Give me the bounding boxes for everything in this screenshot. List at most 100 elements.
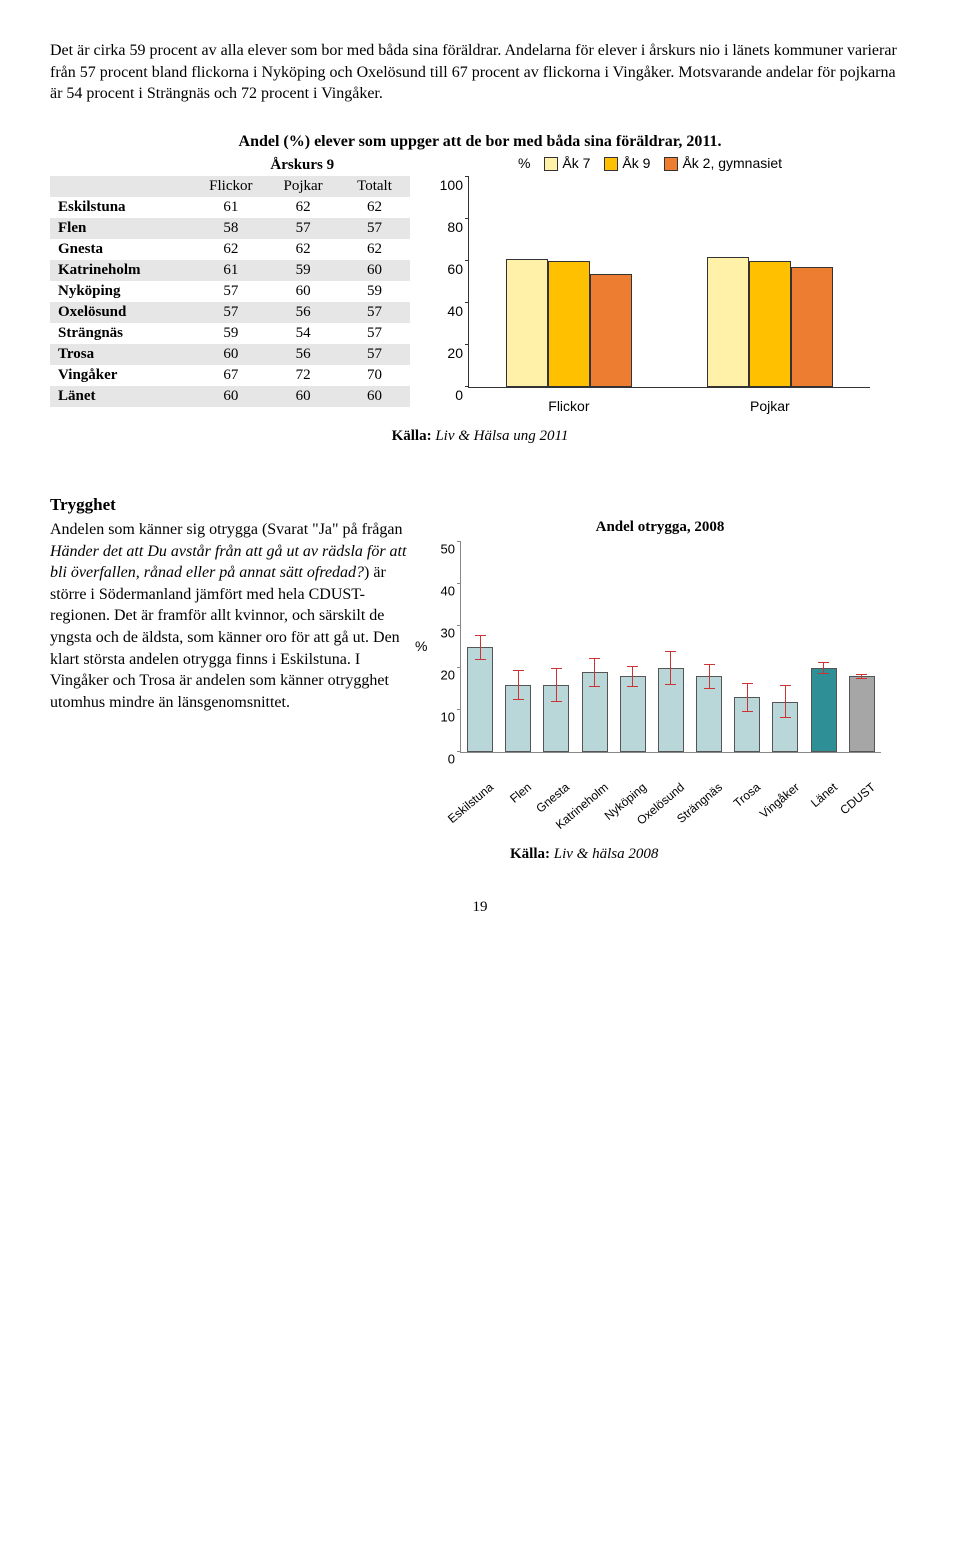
chart1-xlabels: Flickor Pojkar — [468, 398, 870, 414]
table-row: Gnesta626262 — [50, 239, 410, 260]
chart1-legend: % Åk 7 Åk 9 Åk 2, gymnasiet — [430, 155, 870, 171]
source2: Källa: Liv & hälsa 2008 — [510, 846, 890, 863]
row-label: Vingåker — [50, 365, 195, 386]
col-header: Flickor — [195, 176, 268, 197]
row-label: Strängnäs — [50, 323, 195, 344]
page-number: 19 — [50, 899, 910, 916]
ytick-label: 40 — [431, 303, 463, 319]
cell: 60 — [267, 281, 339, 302]
legend-item: Åk 9 — [604, 155, 650, 171]
y-unit-label: % — [415, 638, 427, 654]
bar — [849, 676, 875, 752]
row-label: Gnesta — [50, 239, 195, 260]
cell: 61 — [195, 197, 268, 218]
chart1-plot: 020406080100 — [468, 177, 870, 388]
bar-column — [730, 697, 764, 752]
table-row: Länet606060 — [50, 386, 410, 407]
bar-column — [768, 702, 802, 752]
xlabel: Pojkar — [750, 398, 790, 414]
bar-column — [539, 685, 573, 752]
ytick-label: 40 — [431, 584, 455, 599]
col-header: Totalt — [339, 176, 410, 197]
xlabel: Flickor — [548, 398, 589, 414]
bar-group — [506, 259, 632, 387]
bar-column — [654, 668, 688, 752]
bar — [506, 259, 548, 387]
cell: 62 — [267, 197, 339, 218]
error-bar — [632, 666, 633, 687]
table-row: Trosa605657 — [50, 344, 410, 365]
cell: 60 — [267, 386, 339, 407]
bar-column — [616, 676, 650, 752]
cell: 59 — [195, 323, 268, 344]
row-label: Flen — [50, 218, 195, 239]
table-row: Nyköping576059 — [50, 281, 410, 302]
cell: 70 — [339, 365, 410, 386]
group-header-cell: Årskurs 9 — [195, 155, 410, 176]
cell: 57 — [339, 344, 410, 365]
legend-swatch — [604, 157, 618, 171]
error-bar — [785, 685, 786, 719]
error-bar — [518, 670, 519, 699]
table-row: Strängnäs595457 — [50, 323, 410, 344]
ytick-label: 20 — [431, 668, 455, 683]
chart2: Andel otrygga, 2008 01020304050% Eskilst… — [430, 519, 890, 863]
trygghet-heading: Trygghet — [50, 495, 910, 515]
cell: 62 — [339, 239, 410, 260]
bar — [811, 668, 837, 752]
legend-item: Åk 2, gymnasiet — [664, 155, 782, 171]
chart2-xlabels: EskilstunaFlenGnestaKatrineholmNyköpingO… — [460, 772, 880, 842]
cell: 57 — [339, 302, 410, 323]
error-bar — [861, 674, 862, 680]
error-bar — [747, 683, 748, 712]
table-and-chart-row: Årskurs 9 Flickor Pojkar Totalt Eskilstu… — [50, 155, 910, 414]
table-row: Katrineholm615960 — [50, 260, 410, 281]
ytick-label: 10 — [431, 710, 455, 725]
row-label: Katrineholm — [50, 260, 195, 281]
cell: 62 — [267, 239, 339, 260]
bar — [467, 647, 493, 752]
bar-column — [807, 668, 841, 752]
table-row: Flen585757 — [50, 218, 410, 239]
intro-paragraph: Det är cirka 59 procent av alla elever s… — [50, 40, 910, 105]
error-bar — [480, 635, 481, 660]
bar-column — [501, 685, 535, 752]
cell: 54 — [267, 323, 339, 344]
cell: 57 — [267, 218, 339, 239]
ytick-label: 60 — [431, 261, 463, 277]
bar — [749, 261, 791, 387]
cell: 60 — [195, 386, 268, 407]
table-row: Vingåker677270 — [50, 365, 410, 386]
error-bar — [823, 662, 824, 675]
table-row: Eskilstuna616262 — [50, 197, 410, 218]
col-header: Pojkar — [267, 176, 339, 197]
bar — [791, 267, 833, 387]
row-label: Eskilstuna — [50, 197, 195, 218]
ytick-label: 0 — [431, 752, 455, 767]
bar — [707, 257, 749, 387]
ytick-label: 50 — [431, 542, 455, 557]
error-bar — [556, 668, 557, 702]
y-unit: % — [518, 155, 530, 171]
cell: 62 — [339, 197, 410, 218]
cell: 57 — [195, 302, 268, 323]
source1: Källa: Liv & Hälsa ung 2011 — [50, 428, 910, 445]
bar-column — [578, 672, 612, 752]
table-col-header: Flickor Pojkar Totalt — [50, 176, 410, 197]
bar — [590, 274, 632, 387]
bar-column — [692, 676, 726, 752]
cell: 61 — [195, 260, 268, 281]
cell: 72 — [267, 365, 339, 386]
cell: 60 — [339, 260, 410, 281]
cell: 62 — [195, 239, 268, 260]
error-bar — [670, 651, 671, 685]
table-title: Andel (%) elever som uppger att de bor m… — [50, 133, 910, 151]
bar-group — [707, 257, 833, 387]
legend-item: Åk 7 — [544, 155, 590, 171]
chart2-title: Andel otrygga, 2008 — [430, 519, 890, 536]
ytick-label: 30 — [431, 626, 455, 641]
trygghet-row: Andelen som känner sig otrygga (Svarat "… — [50, 519, 910, 863]
row-label: Länet — [50, 386, 195, 407]
ytick-label: 80 — [431, 219, 463, 235]
ytick-label: 20 — [431, 345, 463, 361]
